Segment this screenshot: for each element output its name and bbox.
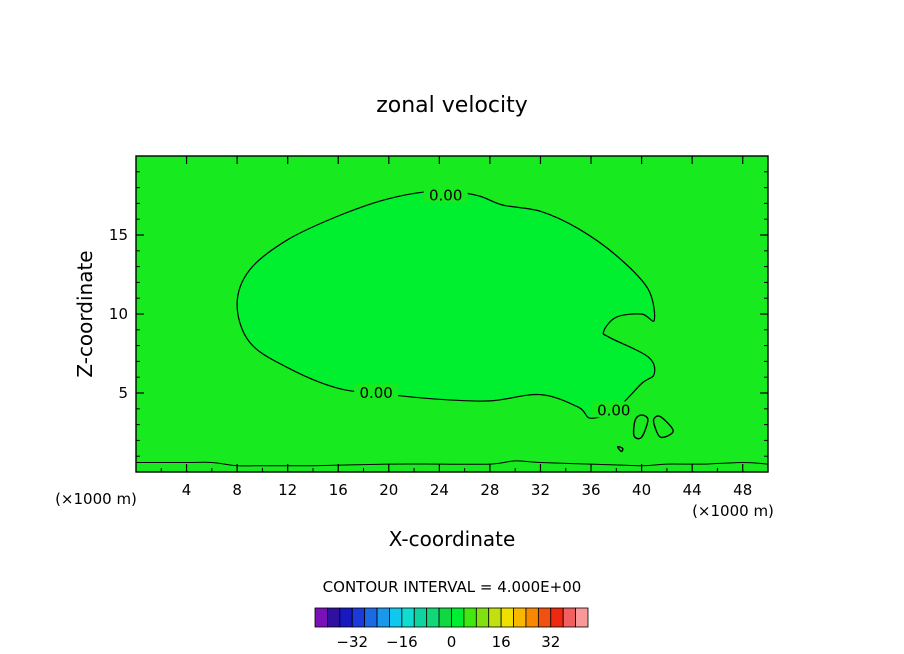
colorbar-swatch [426,607,440,628]
x-tick-label: 36 [581,481,600,499]
colorbar-swatch [438,607,452,628]
x-tick-label: 12 [278,481,297,499]
colorbar-swatch [550,607,564,628]
x-unit-label-left: (×1000 m) [55,490,137,508]
x-tick-label: 4 [182,481,192,499]
contour-label-bg [423,186,468,203]
small-contour [652,415,674,439]
colorbar-swatch [389,607,403,628]
colorbar-swatch [513,607,527,628]
small-contour [632,414,649,440]
y-tick-label: 15 [109,226,128,244]
x-tick-label: 40 [632,481,651,499]
colorbar-swatch [376,607,390,628]
colorbar-swatch [488,607,502,628]
plot-area: 0.00 0.00 0.00 [135,155,769,473]
colorbar-swatch [351,607,366,628]
contour-interval-label: CONTOUR INTERVAL = 4.000E+00 [323,578,582,596]
x-tick-label: 28 [480,481,499,499]
colorbar-swatch [525,607,539,628]
contour-label: 0.00 [597,401,630,419]
x-tick-label: 48 [733,481,752,499]
inner-region-fill [237,190,655,419]
colorbar-swatch [575,607,589,628]
colorbar-tick-label: 0 [447,633,457,651]
colorbar-swatch [500,607,514,628]
small-contour [616,445,624,453]
x-tick-label: 8 [232,481,242,499]
colorbar-tick-label: 16 [492,633,511,651]
colorbar-swatch [562,607,576,628]
colorbar-swatch [364,607,378,628]
y-tick-label: 10 [109,305,128,323]
x-tick-label: 20 [379,481,398,499]
x-tick-label: 44 [683,481,702,499]
contour-label: 0.00 [429,187,462,205]
colorbar-swatch [537,607,552,628]
colorbar-swatch [475,607,490,628]
contour-label-bg [591,401,636,418]
colorbar-swatch [401,607,415,628]
x-tick-label: 24 [430,481,449,499]
colorbar-tick-label: 32 [541,633,560,651]
colorbar-tick-label: −16 [386,633,418,651]
colorbar-swatch [463,607,477,628]
x-axis-label: X-coordinate [389,527,516,551]
colorbar [314,607,589,628]
colorbar-swatch [413,607,428,628]
contour-label-bg [354,384,399,400]
colorbar-swatch [314,607,328,628]
contour-label: 0.00 [359,384,392,402]
y-axis-label: Z-coordinate [73,250,97,377]
colorbar-swatch [339,607,353,628]
x-unit-label-right: (×1000 m) [692,502,774,520]
colorbar-tick-label: −32 [336,633,368,651]
y-tick-label: 5 [118,384,128,402]
x-tick-label: 32 [531,481,550,499]
x-tick-label: 16 [329,481,348,499]
colorbar-swatch [451,607,465,628]
chart-title: zonal velocity [376,93,528,118]
colorbar-swatch [327,607,341,628]
